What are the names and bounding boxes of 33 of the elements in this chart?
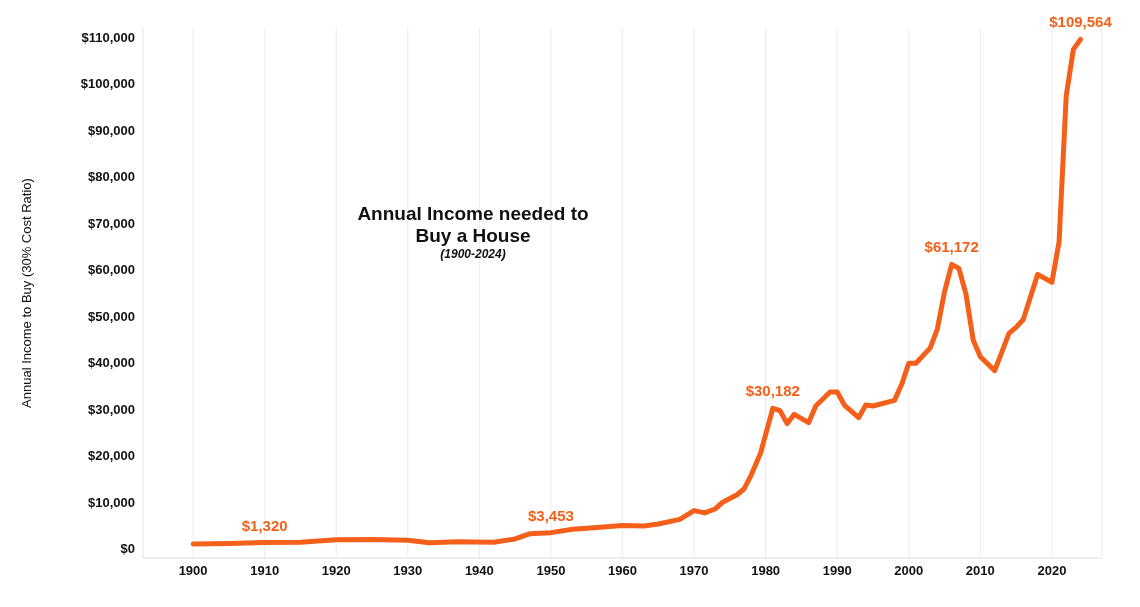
y-axis-title: Annual Income to Buy (30% Cost Ratio): [18, 178, 34, 408]
y-tick-label: $0: [120, 541, 135, 557]
text: (1900-2024): [439, 247, 507, 261]
y-tick-label: $90,000: [88, 122, 135, 138]
x-tick-label: 2000: [894, 563, 924, 579]
y-tick-label: $50,000: [88, 308, 135, 324]
y-tick-label: $80,000: [88, 169, 135, 185]
text: Annual Income needed to Buy a House: [356, 203, 590, 247]
y-tick-label: $20,000: [88, 448, 135, 464]
x-tick-label: 1960: [608, 563, 637, 579]
y-tick-label: $60,000: [88, 262, 135, 278]
x-tick-label: 2020: [1037, 563, 1067, 579]
x-tick-label: 1980: [751, 563, 781, 579]
y-tick-label: $30,000: [88, 401, 135, 417]
data-label: $1,320: [241, 516, 288, 534]
data-label: $30,182: [745, 382, 800, 400]
y-tick-label: $10,000: [88, 494, 135, 510]
x-tick-label: 1910: [250, 563, 280, 579]
x-tick-label: 1920: [321, 563, 351, 579]
y-tick-label: $110,000: [81, 29, 135, 45]
y-tick-label: $100,000: [80, 76, 135, 92]
x-tick-label: 1950: [536, 563, 566, 579]
x-tick-label: 1970: [679, 563, 709, 579]
x-tick-label: 1940: [464, 563, 494, 579]
data-label: $109,564: [1049, 13, 1113, 31]
data-label: $61,172: [924, 238, 979, 256]
data-label: $3,453: [527, 506, 574, 524]
x-tick-label: 2010: [965, 563, 995, 579]
x-tick-label: 1930: [393, 563, 423, 579]
x-tick-label: 1900: [178, 563, 208, 579]
x-tick-label: 1990: [822, 563, 852, 579]
y-tick-label: $40,000: [88, 355, 135, 371]
y-tick-label: $70,000: [88, 215, 135, 231]
